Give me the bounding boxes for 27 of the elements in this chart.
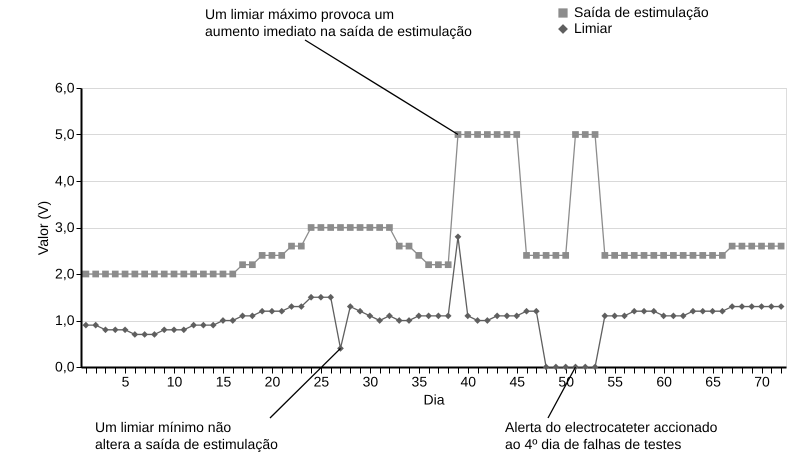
x-tick-label: 40 bbox=[460, 374, 476, 390]
legend-label: Limiar bbox=[574, 20, 612, 36]
y-tick-label: 4,0 bbox=[55, 172, 75, 188]
y-tick-label: 6,0 bbox=[55, 80, 75, 96]
x-tick-label: 65 bbox=[705, 374, 722, 390]
x-tick-label: 55 bbox=[607, 374, 624, 390]
x-tick-label: 5 bbox=[122, 374, 130, 390]
y-tick-label: 0,0 bbox=[55, 358, 75, 374]
annotation: Um limiar máximo provoca um aumento imediato na saída de estimulação bbox=[205, 6, 472, 39]
y-tick-label: 2,0 bbox=[55, 266, 75, 282]
x-tick-label: 45 bbox=[509, 374, 526, 390]
x-tick-label: 20 bbox=[264, 374, 280, 390]
y-tick-label: 1,0 bbox=[55, 312, 75, 328]
annotation: Um limiar mínimo não altera a saída de estimulação bbox=[95, 419, 278, 452]
legend-label: Saída de estimulação bbox=[574, 4, 709, 20]
y-tick-label: 3,0 bbox=[55, 219, 75, 235]
y-axis-title: Valor (V) bbox=[35, 200, 52, 256]
x-tick-label: 10 bbox=[166, 374, 183, 390]
x-axis-title: Dia bbox=[423, 392, 445, 408]
x-tick-label: 15 bbox=[216, 374, 232, 390]
x-tick-label: 30 bbox=[362, 374, 378, 390]
annotation: Alerta do electrocateter accionado ao 4º dia de falhas de testes bbox=[505, 419, 718, 452]
x-tick-label: 70 bbox=[754, 374, 770, 390]
x-tick-label: 25 bbox=[314, 374, 330, 390]
x-tick-label: 60 bbox=[656, 374, 672, 390]
x-tick-label: 35 bbox=[412, 374, 428, 390]
y-tick-label: 5,0 bbox=[55, 126, 75, 142]
